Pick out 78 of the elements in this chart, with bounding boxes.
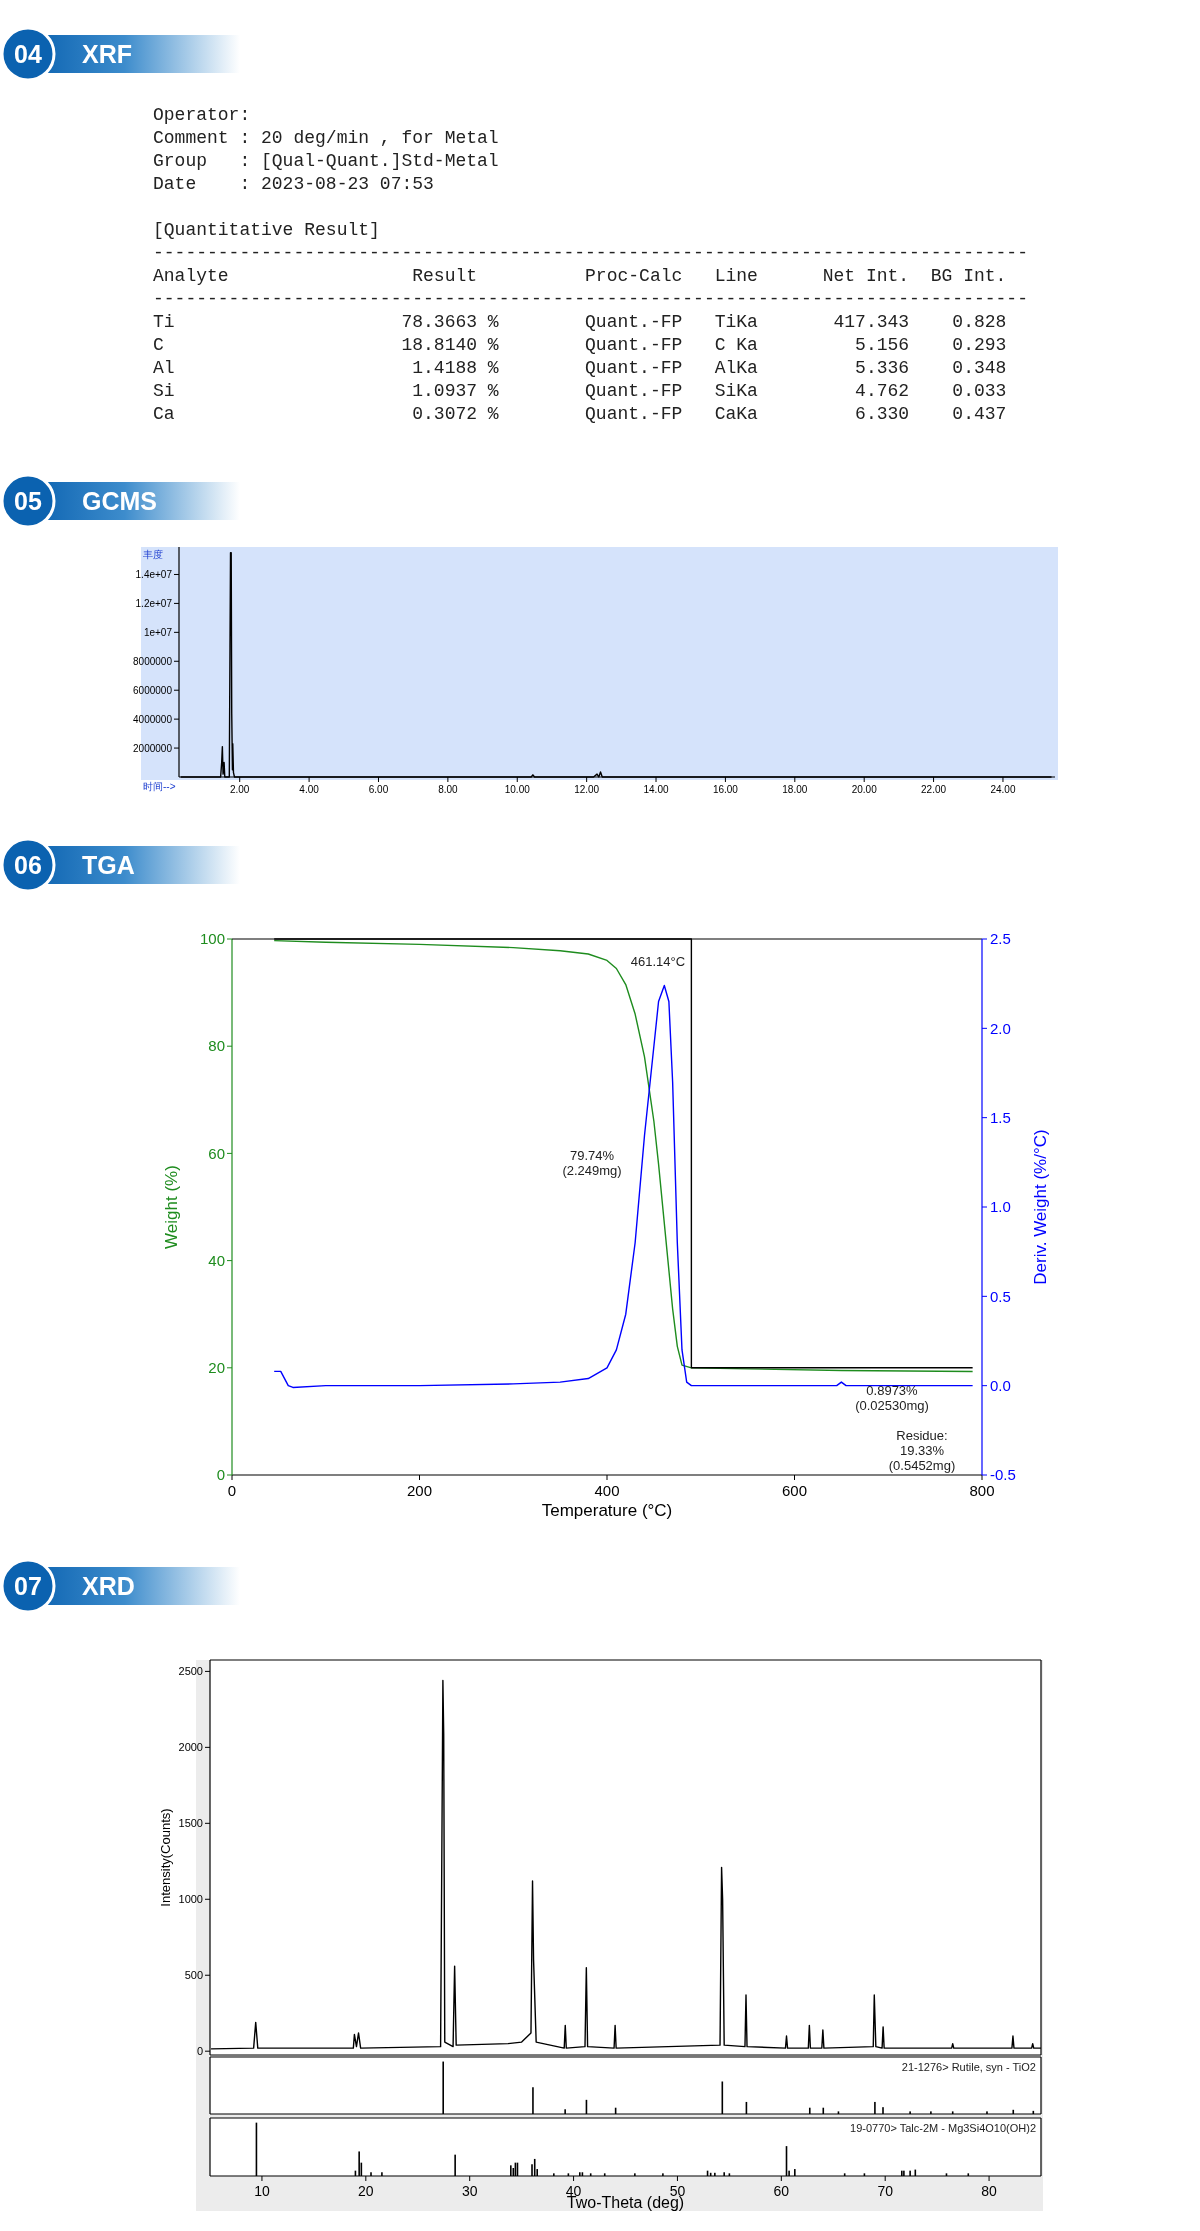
y-tick-label: 500 [184, 1969, 203, 1982]
y-tick-label: 1.2e+07 [135, 597, 173, 609]
y2-tick-label: -0.5 [990, 1466, 1016, 1484]
y2-tick-label: 0.0 [990, 1376, 1011, 1394]
x-tick-label: 20 [358, 2183, 374, 2199]
y-tick-label: 2500 [178, 1665, 203, 1678]
annotation: 0.8973% (0.02530mg) [855, 1383, 929, 1413]
y-tick-label: 80 [208, 1037, 225, 1055]
text: Analyte Result Proc-Calc Line Net Int. BG Int. [153, 266, 1007, 286]
y-tick-label: 100 [199, 930, 225, 948]
text: --------------------------------------------------------------------------------- [153, 289, 1028, 309]
annotation: 21-1276> Rutile, syn - TiO2 [901, 2061, 1036, 2073]
y2-tick-label: 1.0 [990, 1198, 1011, 1216]
annotation: 19-0770> Talc-2M - Mg3Si4O10(OH)2 [850, 2122, 1036, 2134]
annotation: 461.14°C [630, 954, 686, 969]
y-tick-label: 1.4e+07 [135, 568, 173, 580]
chart-title: 05 GCMS [14, 487, 157, 515]
annotation: 79.74% (2.249mg) [562, 1148, 622, 1178]
y-tick-label: 20 [208, 1359, 225, 1377]
text: --------------------------------------------------------------------------------- [153, 243, 1028, 263]
chart-title: 04 XRF [14, 40, 132, 68]
x-tick-label: 14.00 [643, 784, 669, 795]
x-tick-label: 10.00 [504, 784, 531, 795]
y-tick-label: 0 [196, 2045, 203, 2058]
chart-title: 07 XRD [14, 1572, 135, 1600]
x-tick-label: 30 [461, 2183, 478, 2199]
y-axis-title: Weight (%) [162, 1165, 181, 1249]
text: Si 1.0937 % Quant.-FP SiKa 4.762 0.033 [153, 381, 1007, 401]
x-axis-title: 时间--> [143, 781, 176, 792]
text: [Quantitative Result] [153, 220, 380, 240]
x-tick-label: 8.00 [438, 784, 459, 795]
y-tick-label: 60 [208, 1144, 225, 1162]
x-tick-label: 6.00 [368, 784, 389, 795]
y-tick-label: 8000000 [133, 655, 173, 667]
text: Al 1.4188 % Quant.-FP AlKa 5.336 0.348 [153, 358, 1007, 378]
text: Comment : 20 deg/min , for Metal [153, 128, 499, 148]
x-tick-label: 22.00 [921, 784, 947, 795]
y-tick-label: 1000 [178, 1893, 203, 1906]
text: Operator: [153, 105, 251, 125]
y-tick-label: 2000000 [133, 742, 173, 754]
x-tick-label: 80 [981, 2183, 998, 2199]
y-axis-title: 丰度 [143, 549, 163, 560]
text: Ti 78.3663 % Quant.-FP TiKa 417.343 0.828 [153, 312, 1007, 332]
x-tick-label: 18.00 [782, 784, 808, 795]
y2-tick-label: 2.5 [990, 930, 1011, 948]
x-tick-label: 12.00 [574, 784, 600, 795]
x-tick-label: 60 [773, 2183, 790, 2199]
x-tick-label: 16.00 [712, 784, 739, 795]
y2-tick-label: 2.0 [990, 1019, 1011, 1037]
y-tick-label: 6000000 [133, 684, 173, 696]
y-axis-title: Intensity(Counts) [158, 1808, 173, 1907]
x-tick-label: 24.00 [990, 784, 1016, 795]
y-tick-label: 1500 [178, 1817, 203, 1830]
y-tick-label: 1e+07 [143, 626, 173, 638]
chart-title: 06 TGA [14, 851, 135, 879]
x-tick-label: 20.00 [851, 784, 878, 795]
x-tick-label: 600 [781, 1482, 808, 1499]
x-tick-label: 2.00 [229, 784, 250, 795]
text: Ca 0.3072 % Quant.-FP CaKa 6.330 0.437 [153, 404, 1007, 424]
y-tick-label: 0 [216, 1466, 225, 1484]
x-tick-label: 70 [877, 2183, 894, 2199]
y-tick-label: 2000 [178, 1741, 203, 1754]
x-tick-label: 200 [406, 1482, 433, 1499]
y2-axis-title: Deriv. Weight (%/°C) [1031, 1129, 1050, 1285]
text: Date : 2023-08-23 07:53 [153, 174, 434, 194]
x-tick-label: 0 [227, 1482, 237, 1499]
y2-tick-label: 0.5 [990, 1287, 1011, 1305]
x-axis-title: Temperature (°C) [541, 1501, 673, 1520]
x-tick-label: 4.00 [299, 784, 320, 795]
y2-tick-label: 1.5 [990, 1108, 1011, 1126]
x-tick-label: 800 [969, 1482, 995, 1499]
x-tick-label: 10 [254, 2183, 270, 2199]
text: Group : [Qual-Quant.]Std-Metal [153, 151, 499, 171]
y-tick-label: 40 [208, 1251, 225, 1269]
text: C 18.8140 % Quant.-FP C Ka 5.156 0.293 [153, 335, 1007, 355]
y-tick-label: 4000000 [133, 713, 173, 725]
annotation: Residue: 19.33% (0.5452mg) [888, 1428, 956, 1473]
x-tick-label: 400 [594, 1482, 620, 1499]
